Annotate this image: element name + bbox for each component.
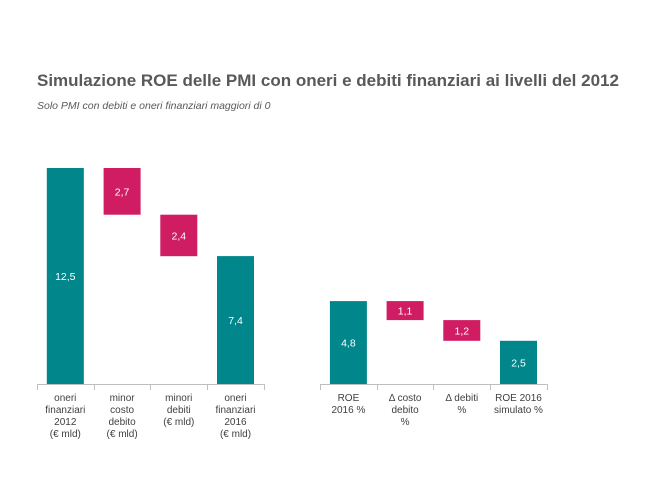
category-label: Δ costo — [389, 393, 422, 404]
chart-title: Simulazione ROE delle PMI con oneri e de… — [37, 71, 619, 90]
category-label: % — [457, 405, 466, 416]
category-label: minor — [110, 393, 136, 404]
delta-bar — [160, 214, 198, 257]
category-label: Δ debiti — [445, 393, 478, 404]
bar-value-label: 2,4 — [171, 230, 186, 242]
total-bar — [329, 301, 367, 384]
category-label: costo — [110, 405, 134, 416]
category-label: finanziari — [215, 405, 255, 416]
category-label: % — [401, 417, 410, 428]
category-label: (€ mld) — [50, 429, 81, 440]
category-label: simulato % — [494, 405, 543, 416]
bar-value-label: 12,5 — [55, 271, 76, 283]
bar-value-label: 7,4 — [228, 315, 243, 327]
category-label: 2016 — [224, 417, 247, 428]
total-bar — [217, 256, 254, 384]
bar-value-label: 2,5 — [511, 357, 526, 369]
category-label: finanziari — [45, 405, 85, 416]
chart-subtitle: Solo PMI con debiti e oneri finanziari m… — [37, 100, 271, 112]
delta-bar — [443, 320, 481, 341]
category-label: debiti — [167, 405, 191, 416]
category-label: 2016 % — [331, 405, 365, 416]
category-label: oneri — [54, 393, 76, 404]
category-label: oneri — [224, 393, 246, 404]
category-label: ROE 2016 — [495, 393, 542, 404]
category-label: debito — [108, 417, 136, 428]
bar-value-label: 4,8 — [341, 338, 356, 350]
total-bar — [46, 168, 84, 384]
bar-value-label: 2,7 — [115, 186, 130, 198]
category-label: (€ mld) — [163, 417, 194, 428]
category-label: 2012 — [54, 417, 77, 428]
delta-bar — [103, 168, 141, 215]
delta-bar — [386, 301, 424, 321]
category-label: debito — [391, 405, 419, 416]
bar-value-label: 1,1 — [398, 306, 413, 318]
category-label: ROE — [338, 393, 360, 404]
category-label: (€ mld) — [107, 429, 138, 440]
category-label: minori — [165, 393, 192, 404]
category-label: (€ mld) — [220, 429, 251, 440]
total-bar — [500, 340, 537, 384]
bar-value-label: 1,2 — [454, 325, 469, 337]
